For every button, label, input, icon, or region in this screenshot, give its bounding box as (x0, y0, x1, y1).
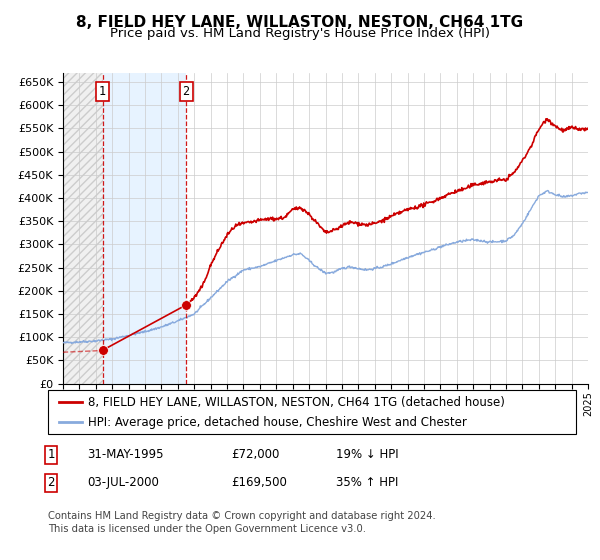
Text: 1: 1 (99, 85, 106, 98)
Bar (186, 73, 588, 384)
Text: Contains HM Land Registry data © Crown copyright and database right 2024.: Contains HM Land Registry data © Crown c… (48, 511, 436, 521)
Text: 8, FIELD HEY LANE, WILLASTON, NESTON, CH64 1TG: 8, FIELD HEY LANE, WILLASTON, NESTON, CH… (76, 15, 524, 30)
Text: Price paid vs. HM Land Registry's House Price Index (HPI): Price paid vs. HM Land Registry's House … (110, 27, 490, 40)
Text: £169,500: £169,500 (231, 476, 287, 489)
Text: HPI: Average price, detached house, Cheshire West and Chester: HPI: Average price, detached house, Ches… (88, 416, 466, 429)
Text: 8, FIELD HEY LANE, WILLASTON, NESTON, CH64 1TG (detached house): 8, FIELD HEY LANE, WILLASTON, NESTON, CH… (88, 395, 505, 409)
Text: 35% ↑ HPI: 35% ↑ HPI (336, 476, 398, 489)
Text: 1: 1 (47, 448, 55, 461)
Text: 03-JUL-2000: 03-JUL-2000 (87, 476, 159, 489)
Text: 2: 2 (47, 476, 55, 489)
FancyBboxPatch shape (48, 390, 576, 434)
Text: 19% ↓ HPI: 19% ↓ HPI (336, 448, 398, 461)
Bar (63, 73, 103, 384)
Bar (63, 73, 103, 384)
Text: £72,000: £72,000 (231, 448, 280, 461)
Bar (103, 73, 186, 384)
Text: This data is licensed under the Open Government Licence v3.0.: This data is licensed under the Open Gov… (48, 524, 366, 534)
Text: 31-MAY-1995: 31-MAY-1995 (87, 448, 163, 461)
Text: 2: 2 (182, 85, 190, 98)
